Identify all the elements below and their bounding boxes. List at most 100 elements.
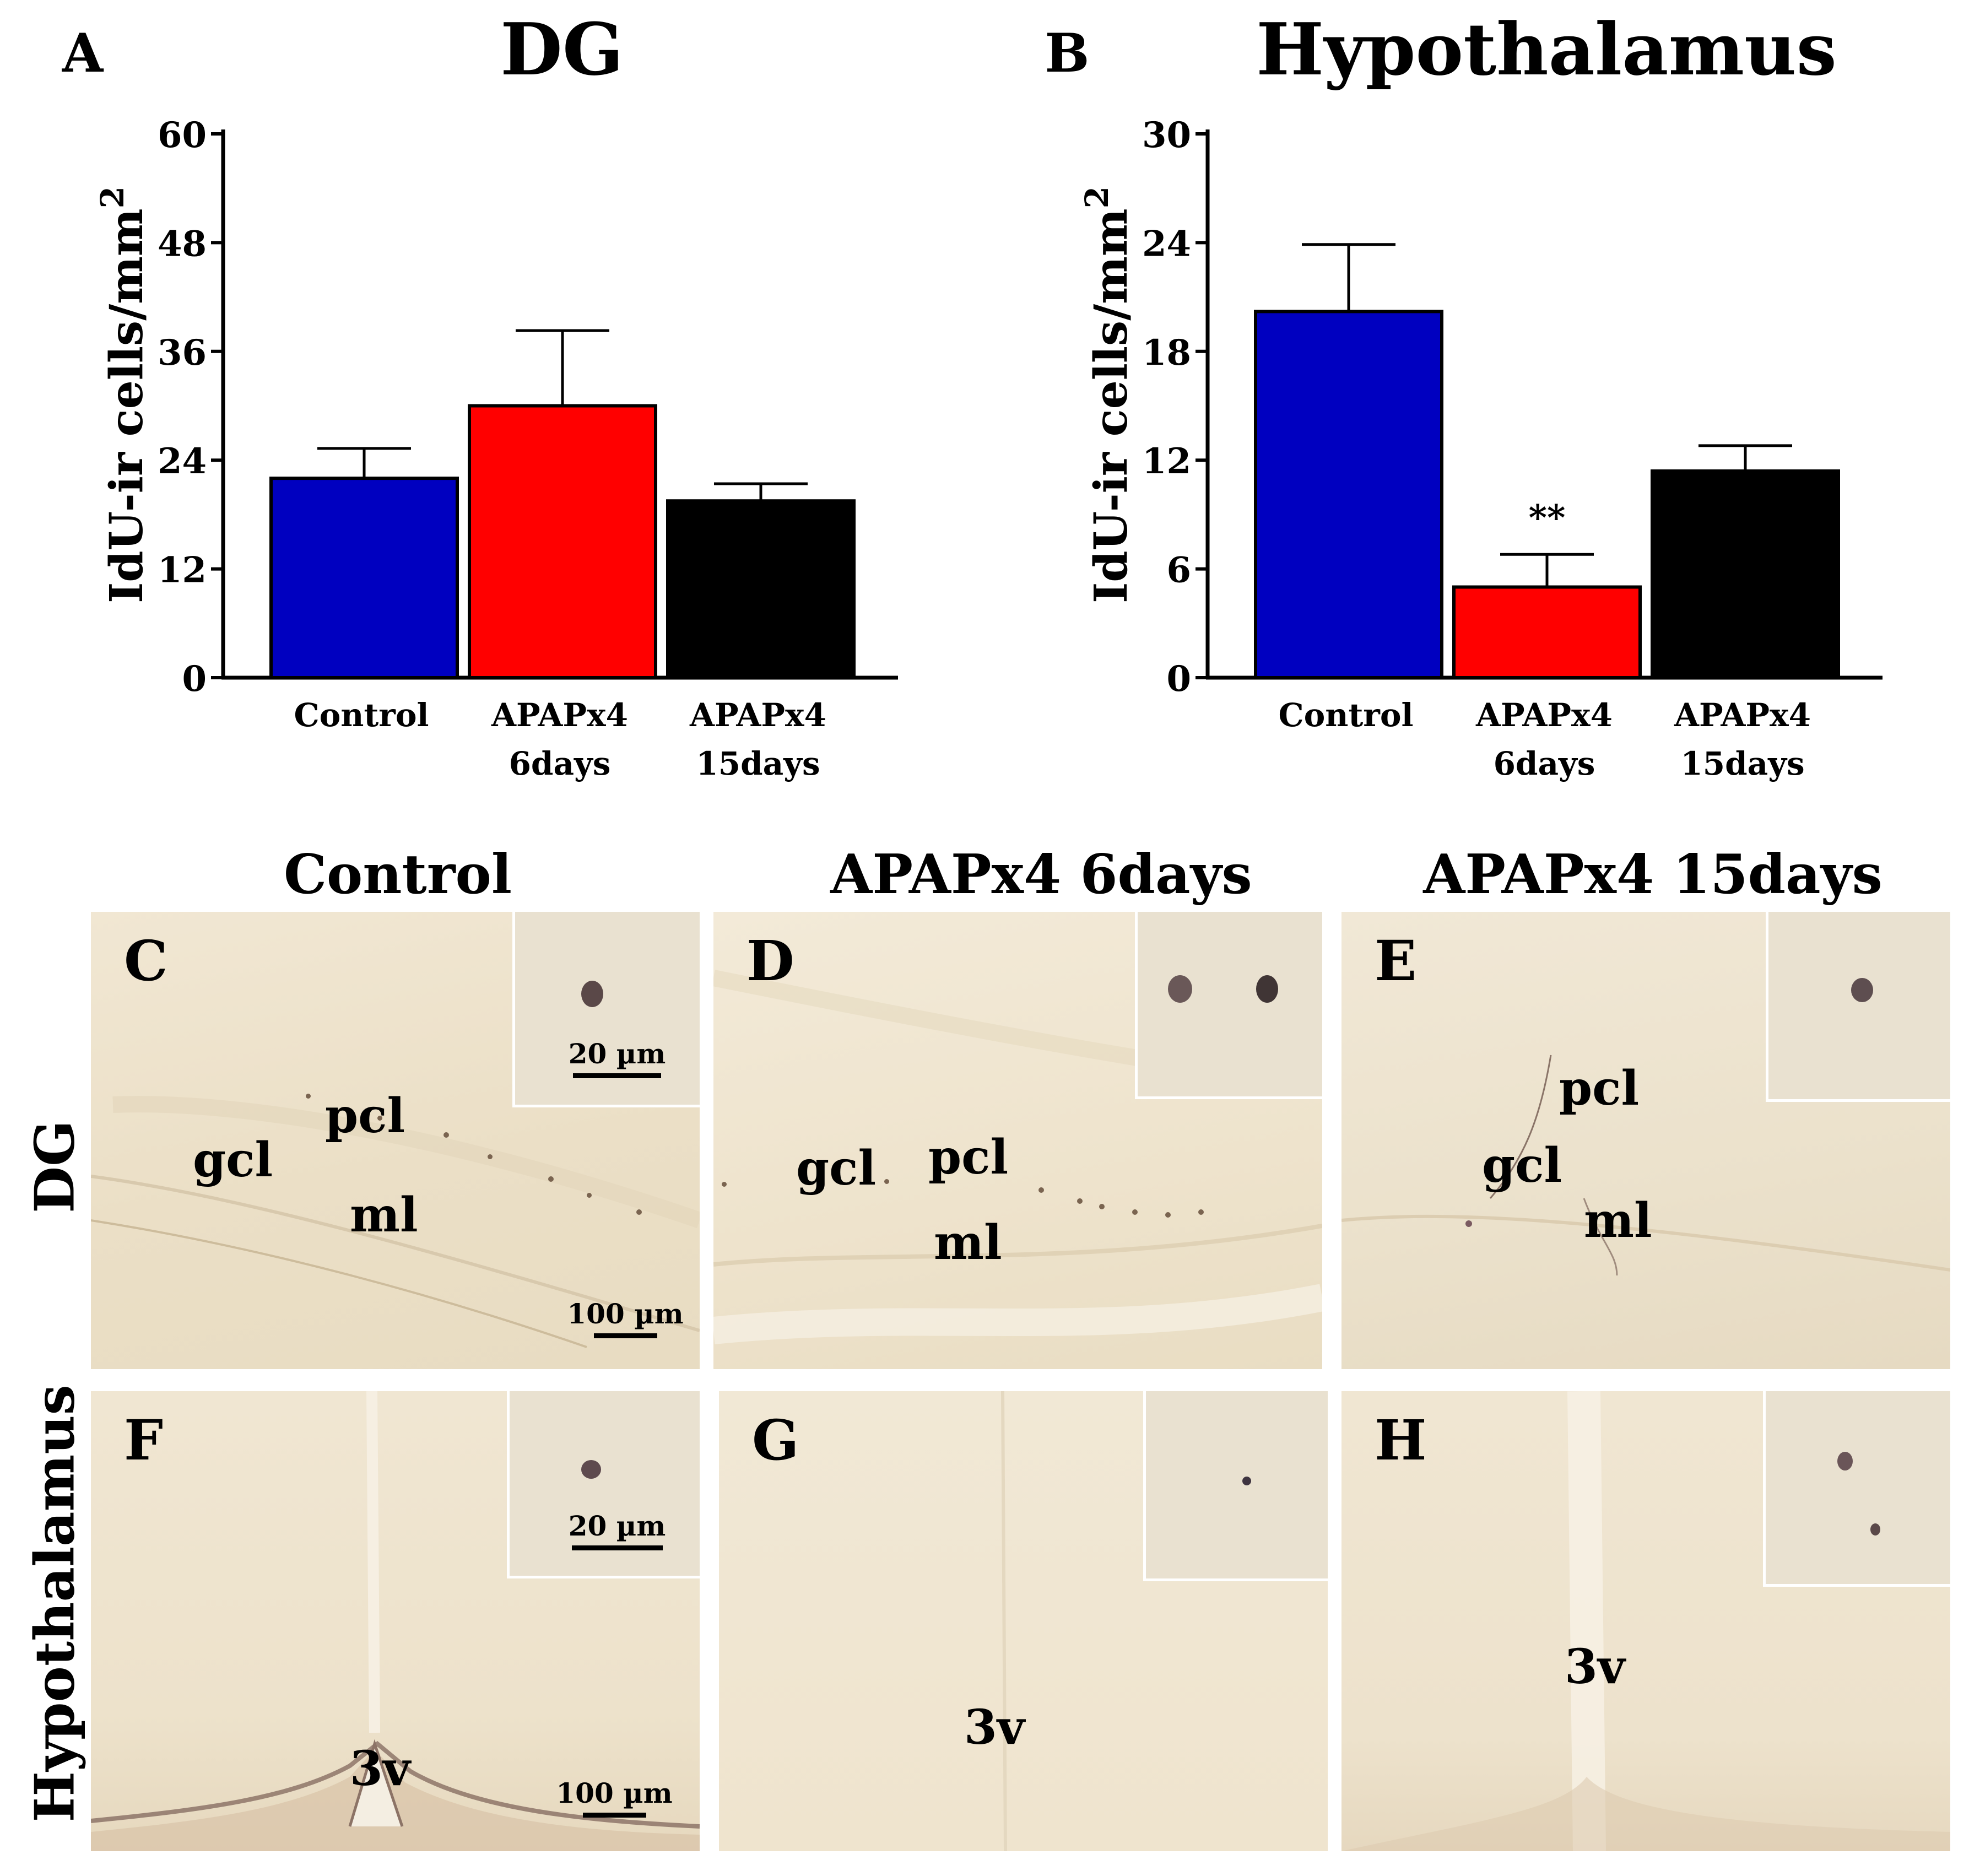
panel-letter-c: C	[124, 928, 168, 993]
dg-texture	[1341, 1055, 1950, 1276]
category-label: APAPx4	[1674, 696, 1811, 734]
idu-cell	[1851, 978, 1873, 1002]
stained-cell	[636, 1209, 642, 1215]
y-axis-label-text: IdU-ir cells/mm	[100, 208, 153, 603]
stained-cell	[884, 1179, 889, 1184]
row-header-dg: DG	[23, 1120, 87, 1213]
label-pcl: pcl	[928, 1129, 1009, 1185]
hypothalamus-texture	[1341, 1391, 1950, 1851]
panel-letter-g: G	[752, 1408, 799, 1473]
category-label: Control	[1278, 696, 1413, 734]
bar	[1651, 469, 1840, 679]
stained-cell	[1099, 1204, 1105, 1209]
label-pcl: pcl	[325, 1088, 405, 1144]
panel-letter-f: F	[124, 1408, 163, 1473]
category-label: 6days	[509, 745, 611, 782]
inset-h	[1763, 1391, 1950, 1587]
stained-cell	[488, 1154, 493, 1159]
y-tick-label: 0	[1166, 658, 1191, 700]
idu-cell	[1870, 1523, 1880, 1536]
micrograph-h: H 3v	[1341, 1391, 1950, 1851]
stained-cell	[1077, 1198, 1083, 1204]
label-pcl: pcl	[1559, 1061, 1640, 1116]
category-label: APAPx4	[689, 696, 826, 734]
idu-cell	[1242, 1477, 1251, 1485]
significance-annotation: **	[1529, 497, 1566, 538]
stained-cell	[1465, 1220, 1472, 1227]
y-tick-label: 0	[182, 658, 207, 700]
scale-bar: 100 µm	[565, 1297, 686, 1338]
idu-cell	[581, 1460, 601, 1479]
label-gcl: gcl	[1482, 1138, 1562, 1193]
bar	[468, 404, 657, 679]
idu-cell	[1168, 975, 1192, 1003]
y-tick-label: 48	[158, 223, 207, 264]
stained-cell	[587, 1193, 592, 1198]
stained-cell	[548, 1176, 554, 1182]
inset-d	[1135, 912, 1322, 1099]
category-label: 15days	[1680, 745, 1804, 782]
y-tick-label: 60	[158, 115, 207, 156]
y-tick-label: 30	[1142, 115, 1191, 156]
bar	[1254, 310, 1443, 679]
label-ml: ml	[350, 1187, 418, 1243]
idu-cell	[1256, 975, 1278, 1003]
stained-cell	[443, 1132, 449, 1138]
micrograph-f: F 3v 20 µm 100 µm	[91, 1391, 700, 1851]
y-tick-label: 18	[1142, 332, 1191, 374]
label-gcl: gcl	[796, 1140, 877, 1196]
bar	[666, 499, 856, 679]
category-label: 6days	[1494, 745, 1595, 782]
dg-texture	[91, 1096, 700, 1348]
micrograph-d: D gcl pcl ml	[713, 912, 1322, 1369]
stained-cell	[722, 1182, 727, 1187]
y-axis-label-text: IdU-ir cells/mm	[1085, 208, 1138, 603]
stained-cell	[377, 1116, 382, 1121]
label-3v: 3v	[1565, 1639, 1625, 1695]
label-gcl: gcl	[193, 1132, 273, 1188]
column-header-apap-15days: APAPx4 15days	[1423, 843, 1883, 906]
stained-cell	[1038, 1187, 1044, 1193]
label-ml: ml	[934, 1215, 1002, 1271]
column-header-control: Control	[283, 843, 512, 906]
category-label: APAPx4	[491, 696, 628, 734]
micrograph-c: C gcl pcl ml 20 µm 100 µm	[91, 912, 700, 1369]
y-tick-label: 36	[158, 332, 207, 374]
y-axis-label-superscript: 2	[1078, 186, 1116, 208]
y-tick-label: 6	[1166, 550, 1191, 591]
panel-letter-e: E	[1375, 928, 1417, 993]
y-tick-label: 24	[1142, 223, 1191, 264]
inset-scale-bar: 20 µm	[567, 1510, 667, 1550]
chart-title: DG	[500, 7, 624, 91]
category-label: Control	[294, 696, 429, 734]
stained-cell	[1198, 1209, 1204, 1215]
panel-letter: A	[62, 22, 104, 84]
inset-scale-bar: 20 µm	[567, 1037, 667, 1078]
chart-title: Hypothalamus	[1256, 7, 1837, 91]
stained-cell	[1132, 1209, 1138, 1215]
y-tick-label: 12	[158, 550, 207, 591]
panel-letter: B	[1045, 22, 1089, 84]
inset-e	[1766, 912, 1950, 1102]
hypothalamus-texture	[1001, 1391, 1007, 1851]
bar	[269, 477, 459, 679]
micrograph-e: E pcl gcl ml	[1341, 912, 1950, 1369]
y-tick-label: 24	[158, 441, 207, 482]
scale-bar: 100 µm	[554, 1777, 675, 1818]
y-tick-label: 12	[1142, 441, 1191, 482]
stained-cell	[1165, 1212, 1171, 1218]
idu-cell	[1837, 1452, 1853, 1470]
y-axis-label: IdU-ir cells/mm2	[1078, 186, 1138, 603]
inset-g	[1143, 1391, 1328, 1581]
y-axis-label-superscript: 2	[94, 186, 131, 208]
label-ml: ml	[1584, 1193, 1652, 1248]
column-header-apap-6days: APAPx4 6days	[830, 843, 1252, 906]
y-axis-label: IdU-ir cells/mm2	[94, 186, 153, 603]
micrograph-g: G 3v	[719, 1391, 1328, 1851]
inset-c: 20 µm	[512, 912, 700, 1107]
panel-letter-d: D	[747, 928, 794, 993]
row-header-hypothalamus: Hypothalamus	[23, 1385, 87, 1823]
